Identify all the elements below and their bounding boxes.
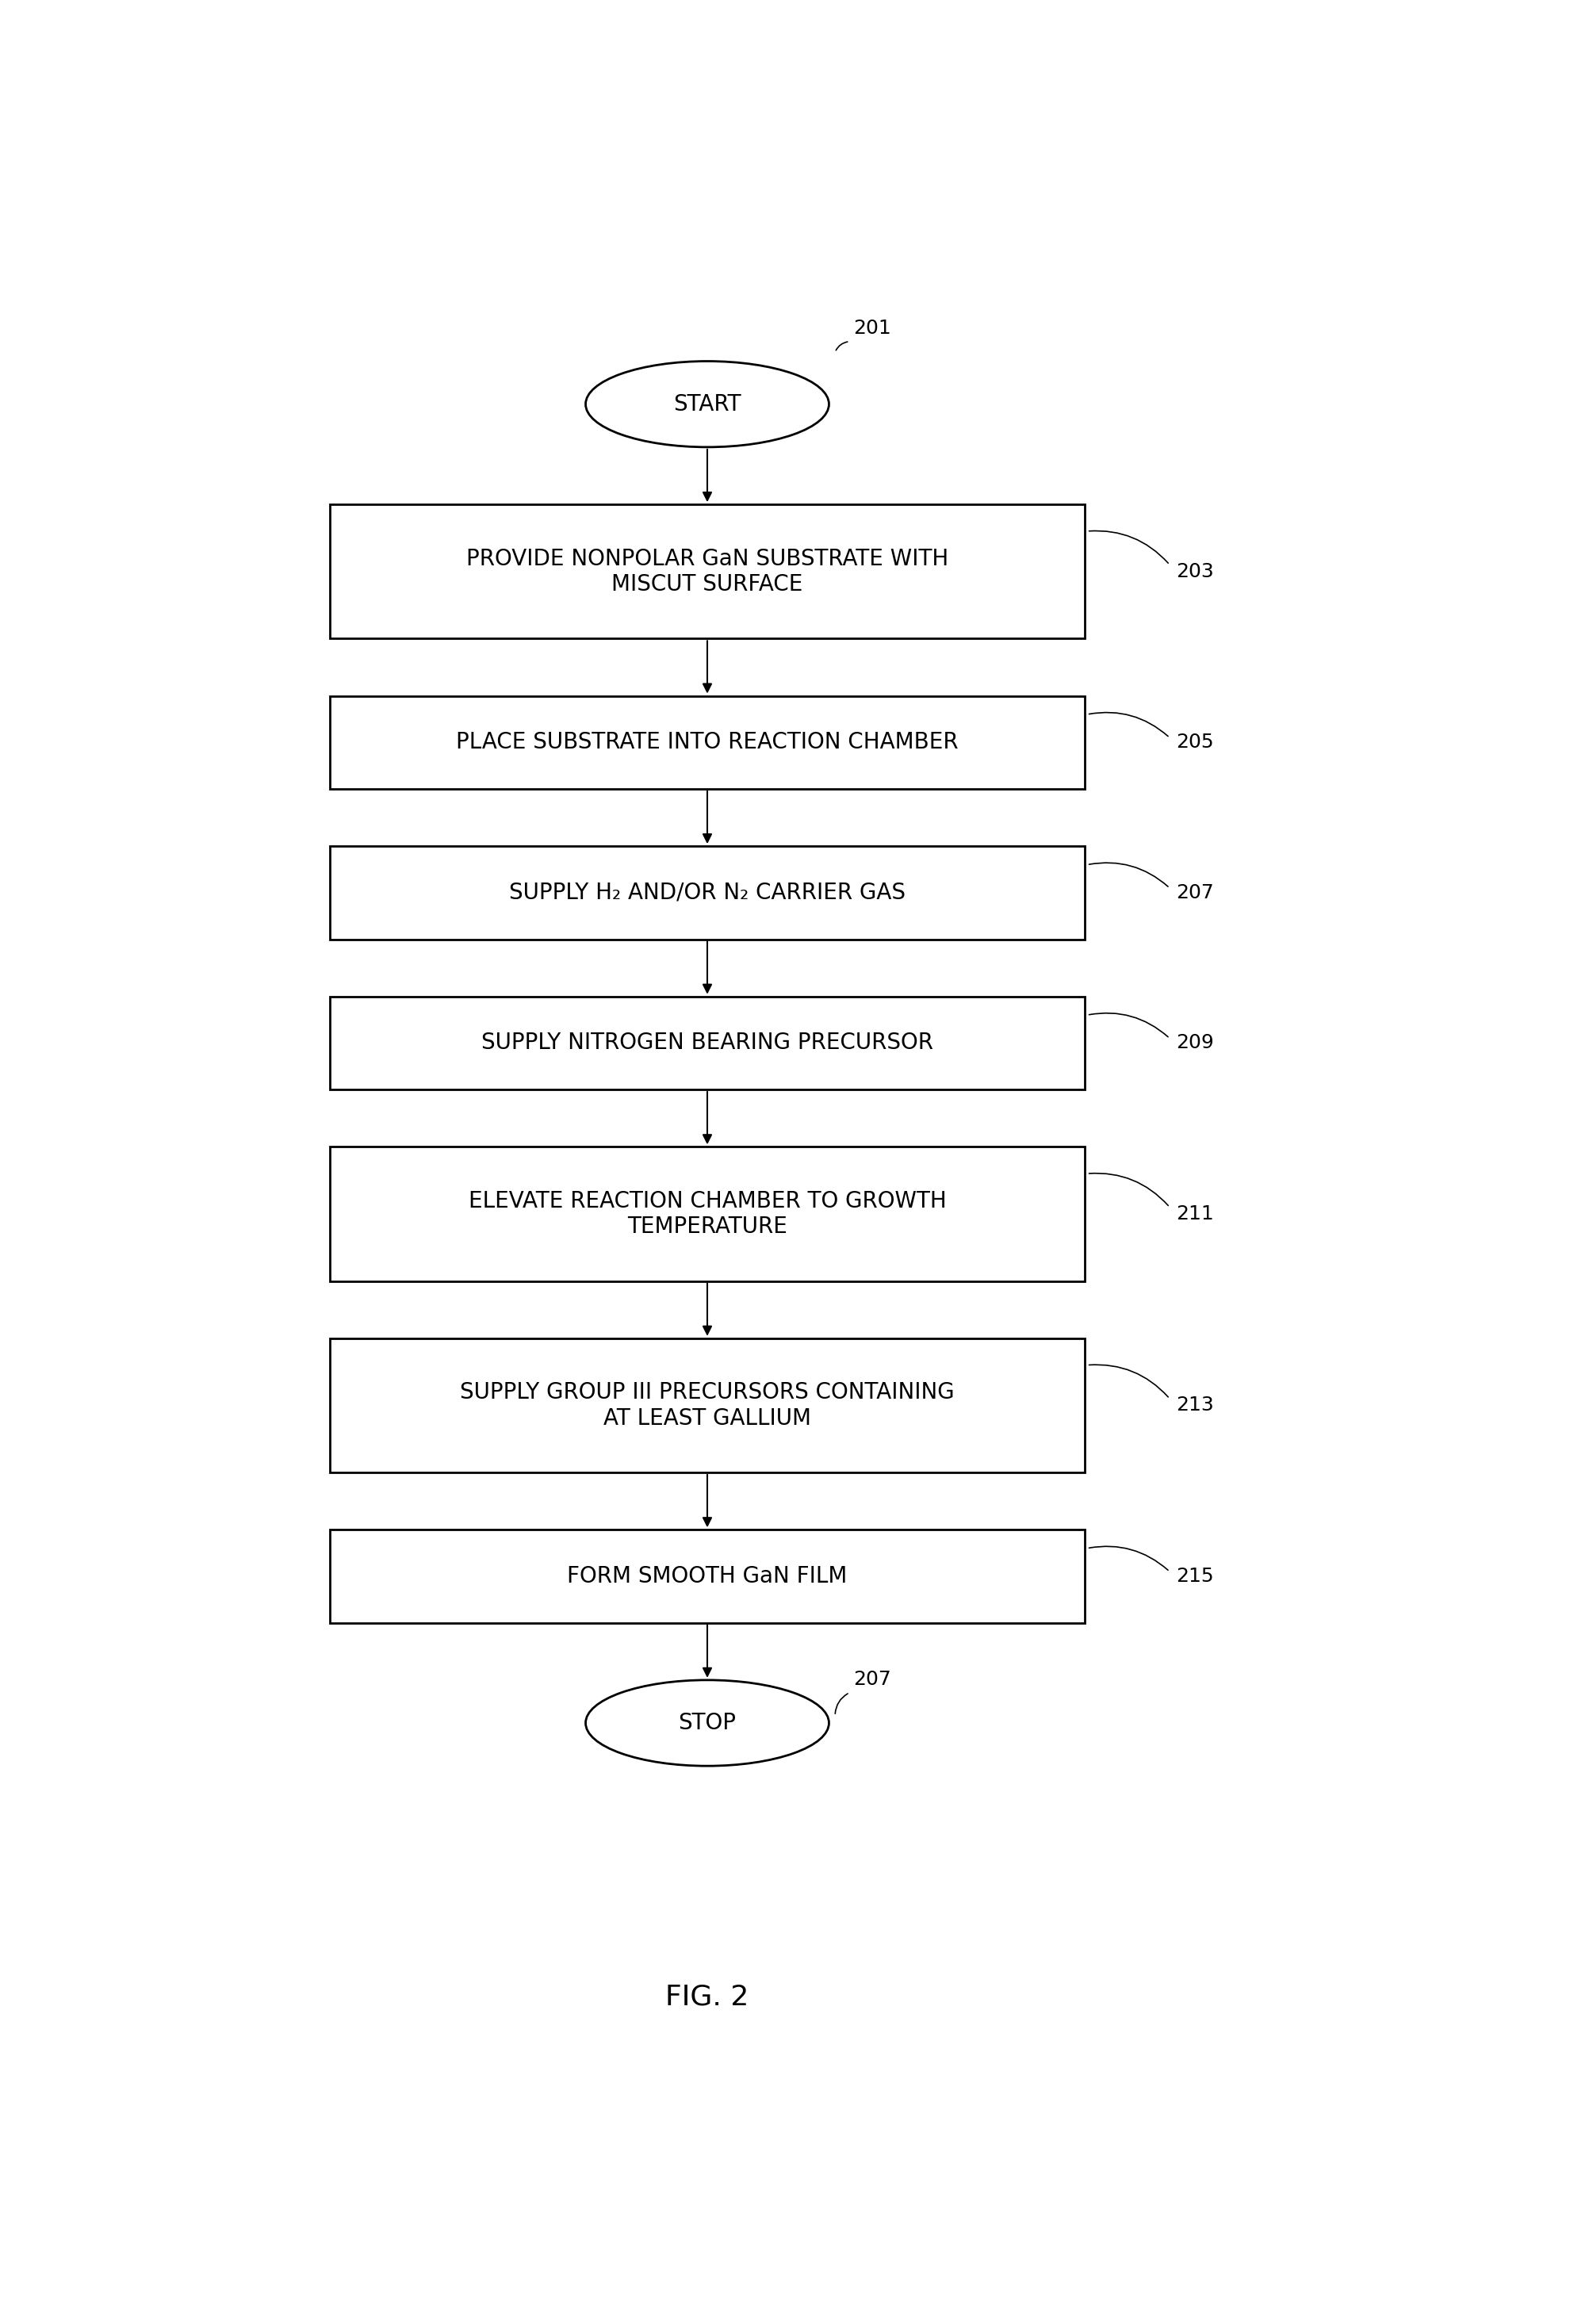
- Text: 201: 201: [854, 318, 892, 337]
- FancyBboxPatch shape: [330, 997, 1085, 1090]
- Text: START: START: [674, 393, 741, 416]
- Text: SUPPLY H₂ AND/OR N₂ CARRIER GAS: SUPPLY H₂ AND/OR N₂ CARRIER GAS: [509, 881, 906, 904]
- FancyBboxPatch shape: [330, 1146, 1085, 1281]
- Text: PLACE SUBSTRATE INTO REACTION CHAMBER: PLACE SUBSTRATE INTO REACTION CHAMBER: [455, 732, 959, 753]
- FancyBboxPatch shape: [330, 1339, 1085, 1473]
- Text: FORM SMOOTH GaN FILM: FORM SMOOTH GaN FILM: [567, 1564, 848, 1587]
- Text: 209: 209: [1176, 1034, 1214, 1053]
- Text: SUPPLY GROUP III PRECURSORS CONTAINING
AT LEAST GALLIUM: SUPPLY GROUP III PRECURSORS CONTAINING A…: [460, 1380, 955, 1429]
- FancyBboxPatch shape: [330, 846, 1085, 939]
- FancyBboxPatch shape: [330, 1529, 1085, 1622]
- FancyBboxPatch shape: [330, 504, 1085, 639]
- Text: 205: 205: [1176, 732, 1214, 753]
- Text: STOP: STOP: [678, 1713, 736, 1734]
- Text: PROVIDE NONPOLAR GaN SUBSTRATE WITH
MISCUT SURFACE: PROVIDE NONPOLAR GaN SUBSTRATE WITH MISC…: [466, 548, 948, 595]
- Text: SUPPLY NITROGEN BEARING PRECURSOR: SUPPLY NITROGEN BEARING PRECURSOR: [482, 1032, 933, 1055]
- Text: 207: 207: [854, 1671, 892, 1690]
- Text: FIG. 2: FIG. 2: [666, 1982, 749, 2010]
- Text: 213: 213: [1176, 1397, 1214, 1415]
- Ellipse shape: [586, 1680, 829, 1766]
- Ellipse shape: [586, 360, 829, 446]
- Text: 207: 207: [1176, 883, 1214, 902]
- Text: 215: 215: [1176, 1566, 1214, 1585]
- Text: 203: 203: [1176, 562, 1214, 581]
- Text: 211: 211: [1176, 1204, 1214, 1222]
- FancyBboxPatch shape: [330, 695, 1085, 788]
- Text: ELEVATE REACTION CHAMBER TO GROWTH
TEMPERATURE: ELEVATE REACTION CHAMBER TO GROWTH TEMPE…: [468, 1190, 947, 1239]
